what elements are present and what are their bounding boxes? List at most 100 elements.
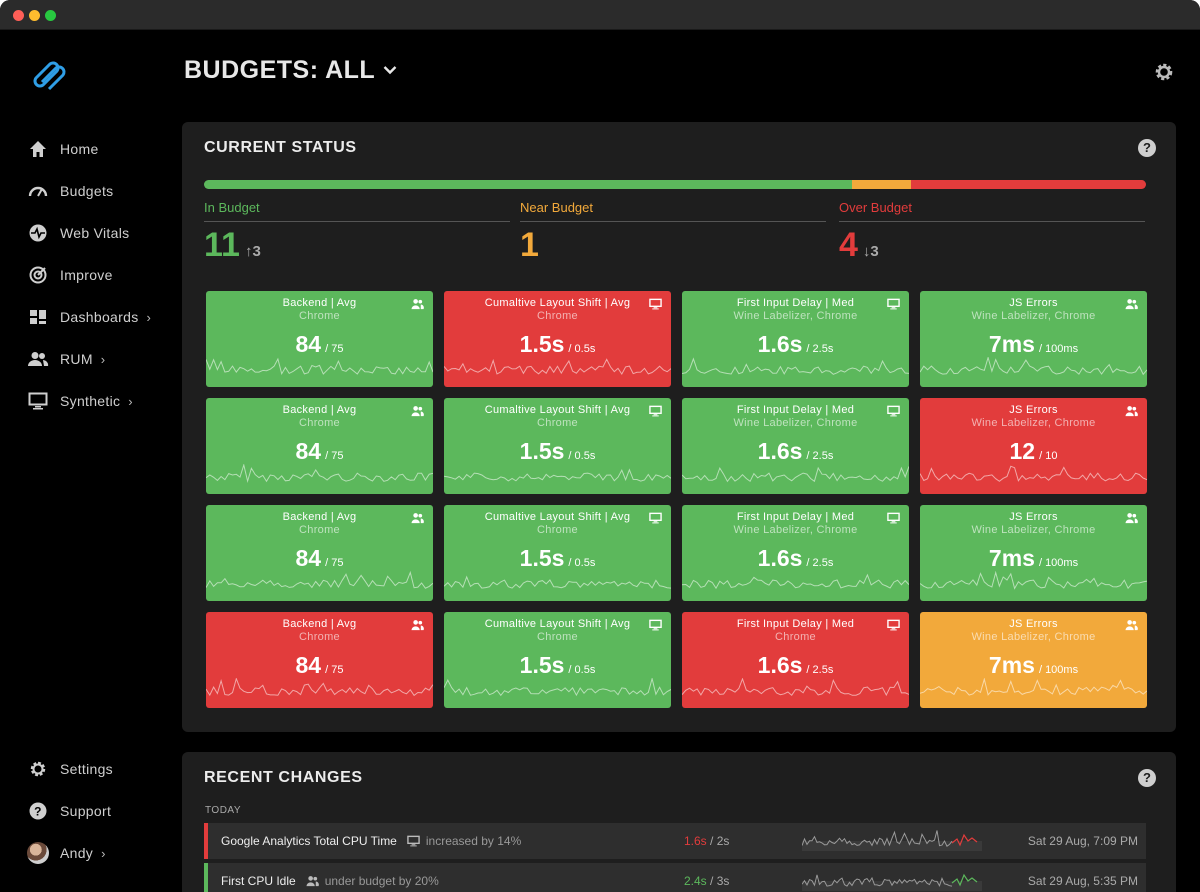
budget-tile[interactable]: Backend | Avg Chrome 84/ 75 <box>206 291 433 387</box>
sparkline <box>206 464 433 484</box>
monitor-icon <box>649 404 662 417</box>
sidebar-item-settings[interactable]: Settings <box>26 748 176 790</box>
budget-tile[interactable]: JS Errors Wine Labelizer, Chrome 7ms/ 100m… <box>920 612 1147 708</box>
sidebar-item-improve[interactable]: Improve <box>26 254 176 296</box>
near-budget-count-value: 1 <box>520 226 539 264</box>
sidebar-item-label: Dashboards <box>60 309 139 325</box>
sparkline <box>444 358 671 375</box>
in-budget-delta: ↑3 <box>245 243 261 260</box>
speedcurve-logo[interactable] <box>28 52 70 94</box>
tile-budget-value: / 0.5s <box>568 557 596 569</box>
sidebar-item-synthetic[interactable]: Synthetic › <box>26 380 176 422</box>
tile-value: 84/ 75 <box>206 331 433 358</box>
budget-filter-dropdown[interactable]: BUDGETS: ALL <box>184 56 397 85</box>
budget-tile[interactable]: JS Errors Wine Labelizer, Chrome 7ms/ 100m… <box>920 291 1147 387</box>
recent-change-row[interactable]: Google Analytics Total CPU Time increased… <box>204 823 1146 859</box>
tile-metric-value: 1.6s <box>757 545 803 571</box>
budget-tile[interactable]: Cumaltive Layout Shift | Avg Chrome 1.5s / … <box>444 291 671 387</box>
users-icon <box>411 297 424 310</box>
budget-tile[interactable]: Backend | Avg Chrome 84/ 75 <box>206 505 433 601</box>
chevron-down-icon <box>383 62 397 80</box>
users-icon <box>301 875 319 887</box>
budget-tile[interactable]: Cumaltive Layout Shift | Avg Chrome 1.5s / … <box>444 505 671 601</box>
tile-budget-value: / 100ms <box>1038 557 1079 569</box>
tile-subtitle: Chrome <box>299 631 340 643</box>
recent-change-row[interactable]: First CPU Idle under budget by 20% 2.4s / … <box>204 863 1146 892</box>
tile-value: 7ms/ 100ms <box>920 331 1147 358</box>
tile-subtitle: Chrome <box>775 631 816 643</box>
tile-budget-value: / 10 <box>1039 450 1058 462</box>
tile-metric-value: 7ms <box>988 331 1035 357</box>
tile-value: 7ms/ 100ms <box>920 545 1147 572</box>
sidebar-item-account[interactable]: Andy › <box>26 832 176 874</box>
sparkline <box>920 571 1147 590</box>
budget-tile[interactable]: Backend | Avg Chrome 84/ 75 <box>206 398 433 494</box>
tile-subtitle: Chrome <box>299 417 340 429</box>
tile-metric-value: 7ms <box>988 545 1035 571</box>
budget-tile[interactable]: First Input Delay | Med Chrome 1.6s/ 2.5s <box>682 612 909 708</box>
monitor-icon <box>887 404 900 417</box>
sidebar-item-label: Settings <box>60 761 113 777</box>
sparkline <box>444 678 671 697</box>
sidebar-item-rum[interactable]: RUM › <box>26 338 176 380</box>
budget-tile[interactable]: JS Errors Wine Labelizer, Chrome 12/ 10 <box>920 398 1147 494</box>
sidebar-item-label: Improve <box>60 267 113 283</box>
status-bar-near-budget <box>851 180 911 189</box>
change-value: 2.4s / 3s <box>684 874 729 888</box>
tile-budget-value: / 100ms <box>1038 664 1079 676</box>
sidebar-nav: Home Budgets Web Vitals Improve Dashboar… <box>26 128 176 422</box>
budget-tile[interactable]: Cumaltive Layout Shift | Avg Chrome 1.5s / … <box>444 612 671 708</box>
change-name: Google Analytics Total CPU Time <box>221 834 420 848</box>
tile-value: 12/ 10 <box>920 438 1147 465</box>
budget-tile[interactable]: First Input Delay | Med Wine Labelizer, C… <box>682 291 909 387</box>
budget-tile[interactable]: First Input Delay | Med Wine Labelizer, C… <box>682 505 909 601</box>
help-icon[interactable]: ? <box>1138 769 1156 787</box>
settings-gear-icon[interactable] <box>1154 62 1174 82</box>
sidebar-item-support[interactable]: ? Support <box>26 790 176 832</box>
zoom-window-button[interactable] <box>45 10 56 21</box>
tile-metric-value: 1.6s <box>757 438 803 464</box>
over-budget-delta: ↓3 <box>863 243 879 260</box>
tile-value: 1.5s/ 0.5s <box>444 545 671 572</box>
chevron-right-icon: › <box>101 845 106 861</box>
tile-metric-value: 1.6s <box>757 652 803 678</box>
users-icon <box>26 347 50 371</box>
chevron-right-icon: › <box>100 351 106 367</box>
avatar <box>27 842 49 864</box>
budget-tile[interactable]: JS Errors Wine Labelizer, Chrome 7ms/ 100m… <box>920 505 1147 601</box>
budget-tile[interactable]: First Input Delay | Med Wine Labelizer, C… <box>682 398 909 494</box>
page-title: BUDGETS: ALL <box>184 56 376 84</box>
tile-value: 1.6s/ 2.5s <box>682 545 909 572</box>
change-description: increased by 14% <box>425 834 522 848</box>
target-icon <box>26 263 50 287</box>
sparkline <box>682 357 909 375</box>
tile-metric-value: 7ms <box>988 652 1035 678</box>
tile-metric-value: 84 <box>295 652 322 678</box>
tile-metric-value: 84 <box>295 331 322 357</box>
chevron-right-icon: › <box>128 393 133 409</box>
gear-icon <box>26 757 50 781</box>
tile-metric-value: 12 <box>1009 438 1036 464</box>
sidebar-item-budgets[interactable]: Budgets <box>26 170 176 212</box>
sparkline <box>206 571 433 589</box>
tile-budget-value: / 2.5s <box>806 664 834 676</box>
panel-title: CURRENT STATUS <box>204 139 357 156</box>
sidebar-item-dashboards[interactable]: Dashboards › <box>26 296 176 338</box>
sidebar-item-web-vitals[interactable]: Web Vitals <box>26 212 176 254</box>
budget-tile[interactable]: Cumaltive Layout Shift | Avg Chrome 1.5s / … <box>444 398 671 494</box>
tile-value: 7ms/ 100ms <box>920 652 1147 679</box>
sidebar-item-home[interactable]: Home <box>26 128 176 170</box>
status-bar-over-budget <box>910 180 1146 189</box>
close-window-button[interactable] <box>13 10 24 21</box>
tile-budget-value: / 0.5s <box>568 343 596 355</box>
sparkline <box>920 357 1147 376</box>
help-icon[interactable]: ? <box>1138 139 1156 157</box>
gauge-icon <box>26 179 50 203</box>
tile-subtitle: Wine Labelizer, Chrome <box>971 310 1096 322</box>
budget-tile[interactable]: Backend | Avg Chrome 84/ 75 <box>206 612 433 708</box>
tile-title: Cumaltive Layout Shift | Avg <box>484 297 631 309</box>
minimize-window-button[interactable] <box>29 10 40 21</box>
change-description: under budget by 20% <box>324 874 439 888</box>
tile-value: 1.6s/ 2.5s <box>682 652 909 679</box>
